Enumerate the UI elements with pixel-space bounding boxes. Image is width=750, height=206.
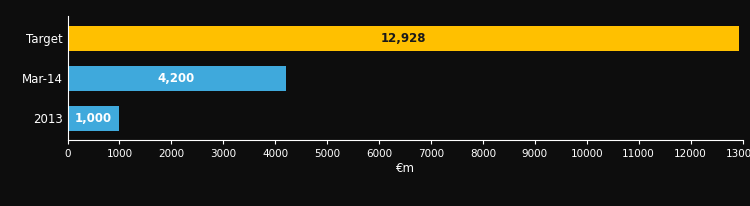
Text: 1,000: 1,000 [75, 112, 112, 125]
Bar [68, 66, 286, 91]
X-axis label: €m: €m [395, 162, 415, 175]
Text: 12,928: 12,928 [380, 32, 426, 45]
Bar [68, 26, 739, 51]
Text: 4,200: 4,200 [158, 72, 195, 85]
Bar [68, 106, 119, 131]
